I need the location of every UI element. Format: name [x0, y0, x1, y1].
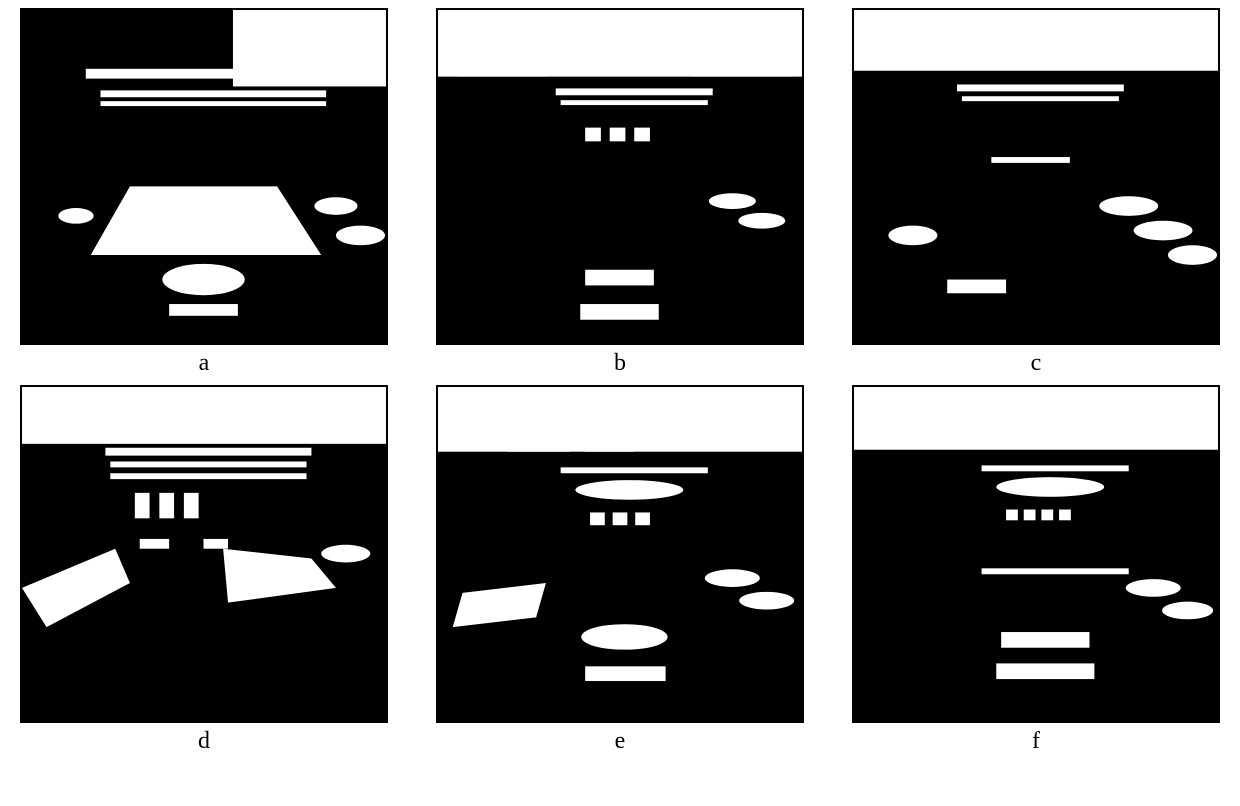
cell-d: d [20, 385, 388, 752]
cell-f: f [852, 385, 1220, 752]
panel-a [20, 8, 388, 345]
figure-grid: a b c d e f [0, 0, 1240, 753]
cell-c: c [852, 8, 1220, 375]
cell-e: e [436, 385, 804, 752]
panel-e [436, 385, 804, 722]
caption-e: e [615, 729, 626, 753]
cell-b: b [436, 8, 804, 375]
panel-b [436, 8, 804, 345]
caption-c: c [1031, 351, 1042, 375]
caption-f: f [1032, 729, 1040, 753]
cell-a: a [20, 8, 388, 375]
panel-c [852, 8, 1220, 345]
caption-a: a [199, 351, 210, 375]
panel-d [20, 385, 388, 722]
caption-d: d [198, 729, 210, 753]
panel-f [852, 385, 1220, 722]
caption-b: b [614, 351, 626, 375]
